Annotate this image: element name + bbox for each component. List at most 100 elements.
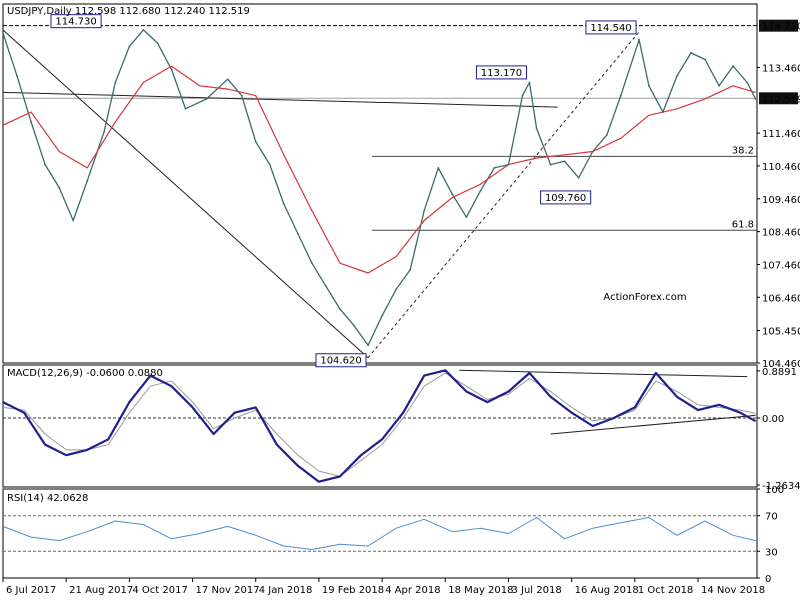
price-point: [535, 127, 538, 130]
rsi-tick-0: 100: [765, 485, 784, 496]
price-point: [58, 186, 61, 189]
macd-tick-2: -1.2634: [762, 481, 800, 492]
x-tick-label-11: 14 Nov 2018: [701, 585, 765, 596]
price-point: [170, 68, 173, 71]
annotation-box-3: [540, 190, 592, 205]
x-tick-label-0: 6 Jul 2017: [6, 585, 56, 596]
x-tick-label-6: 4 Apr 2018: [385, 585, 440, 596]
price-point: [647, 84, 650, 87]
price-point: [325, 285, 327, 288]
price-point: [638, 38, 640, 41]
price-point: [282, 203, 285, 205]
price-trendline-1: [2, 29, 369, 359]
price-tick-6: 108.460: [762, 228, 800, 239]
macd-panel-frame: [2, 364, 758, 488]
price-point: [423, 209, 426, 212]
price-point: [591, 150, 594, 153]
price-point: [72, 219, 75, 222]
price-point: [605, 134, 608, 136]
price-point: [254, 140, 257, 143]
macd-title: MACD(12,26,9) -0.0600 0.0880: [7, 368, 163, 379]
price-point: [296, 232, 299, 235]
price-point: [732, 65, 735, 67]
fib-label-0: 38.2: [732, 145, 754, 156]
price-point: [577, 176, 580, 179]
macd-tick-0: 0.8891: [762, 367, 797, 378]
fib-label-1: 61.8: [732, 219, 754, 230]
macd-trendline-0: [459, 369, 748, 378]
price-tick-10: 104.460: [762, 359, 800, 370]
price-point: [142, 29, 145, 31]
price-point: [381, 314, 384, 317]
price-point: [718, 84, 720, 87]
annotation-label-0: 114.730: [55, 17, 96, 28]
price-point: [114, 81, 117, 84]
rsi-tick-1: 70: [765, 512, 778, 523]
price-point: [156, 42, 159, 44]
x-tick-label-4: 4 Jan 2018: [259, 585, 313, 596]
price-point: [451, 193, 454, 196]
price-point: [226, 78, 229, 81]
rsi-tick-3: 0: [765, 574, 771, 585]
x-tick-label-1: 21 Aug 2017: [69, 585, 133, 596]
price-point: [704, 58, 706, 61]
price-title: USDJPY,Daily 112.598 112.680 112.240 112…: [7, 6, 250, 17]
annotation-label-3: 109.760: [545, 193, 586, 204]
price-point: [676, 75, 678, 77]
macd-line: [2, 369, 757, 483]
x-tick-label-7: 18 May 2018: [448, 585, 513, 596]
annotation-box-0: [50, 14, 102, 29]
price-point: [493, 166, 496, 169]
price-point: [662, 111, 664, 113]
rsi-tick-2: 30: [765, 547, 778, 558]
annotation-box-2: [475, 65, 528, 80]
price-point: [353, 324, 355, 327]
annotation-label-4: 114.540: [590, 23, 631, 34]
price-point: [339, 308, 341, 311]
price-point: [521, 94, 524, 97]
price-point: [16, 75, 18, 77]
x-tick-label-3: 17 Nov 2017: [196, 585, 260, 596]
price-trendline-0: [2, 91, 558, 108]
price-point: [479, 189, 482, 192]
annotation-box-4: [585, 20, 637, 35]
rsi-panel-frame: [2, 488, 758, 579]
price-point: [754, 98, 757, 100]
price-point: [619, 94, 622, 97]
price-point: [184, 107, 187, 110]
price-point: [549, 163, 552, 166]
price-point: [528, 81, 531, 84]
macd-trendline-1: [550, 414, 756, 435]
price-tick-2: 112.519: [762, 94, 800, 105]
price-tick-box-2: [759, 92, 798, 105]
rsi-line: [2, 517, 756, 550]
price-trendline-2: [367, 31, 640, 359]
price-point: [507, 163, 510, 166]
price-point: [437, 166, 440, 169]
watermark: ActionForex.com: [603, 292, 686, 303]
price-tick-3: 111.460: [762, 129, 800, 140]
annotation-label-2: 113.170: [481, 68, 522, 79]
x-tick-label-2: 4 Oct 2017: [132, 585, 187, 596]
price-point: [86, 180, 89, 182]
price-point: [311, 262, 313, 265]
sma-series-line: [2, 65, 756, 274]
annotation-box-1: [315, 353, 367, 368]
price-point: [746, 81, 749, 84]
x-tick-label-9: 16 Aug 2018: [575, 585, 639, 596]
price-point: [103, 130, 105, 133]
x-tick-label-8: 3 Jul 2018: [511, 585, 561, 596]
price-point: [395, 288, 398, 291]
price-point: [268, 163, 271, 166]
price-point: [465, 216, 468, 219]
price-tick-4: 110.460: [762, 162, 800, 173]
macd-signal-line: [2, 372, 756, 477]
x-tick-label-10: 1 Oct 2018: [638, 585, 693, 596]
price-tick-5: 109.460: [762, 195, 800, 206]
price-point: [30, 121, 32, 123]
price-panel-frame: [2, 3, 758, 364]
price-tick-7: 107.460: [762, 260, 800, 271]
price-point: [240, 94, 243, 97]
